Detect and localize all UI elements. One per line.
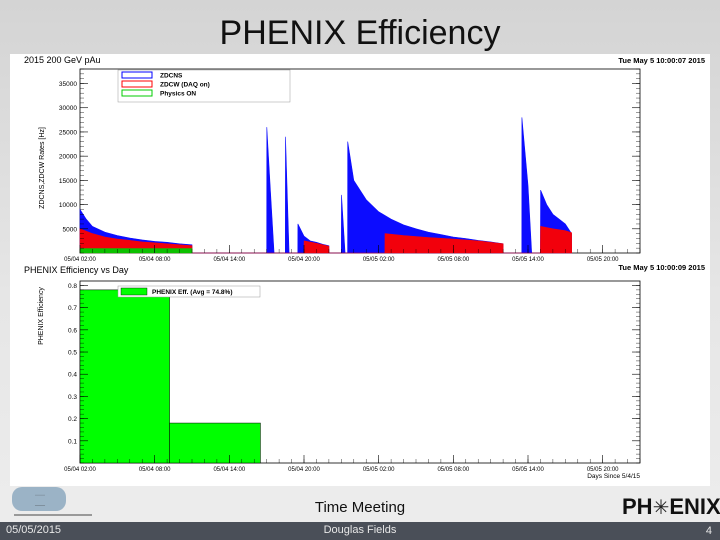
bottom-ytick-label: 0.2 — [68, 416, 77, 423]
top-y-axis: 5000 10000 15000 20000 25000 30000 35000 — [59, 68, 640, 254]
bottom-series-group — [79, 289, 261, 464]
top-legend-swatch-1 — [121, 80, 153, 88]
university-logo: ····· —— — [12, 487, 92, 516]
bottom-ytick-label: 0.3 — [68, 394, 77, 401]
top-xtick-label: 05/04 20:00 — [288, 257, 320, 263]
bottom-ytick-label: 0.5 — [68, 350, 77, 357]
efficiency-bar-1 — [169, 422, 261, 464]
slide-title: PHENIX Efficiency — [219, 14, 501, 52]
footer-date: 05/05/2015 — [6, 524, 62, 536]
top-legend-label-2: Physics ON — [160, 91, 196, 98]
top-xtick-label: 05/04 02:00 — [64, 257, 96, 263]
svg-text:·····: ····· — [35, 493, 45, 499]
bottom-y-axis-label: PHENIX Efficiency — [38, 287, 45, 345]
bottom-xtick-label: 05/05 08:00 — [437, 467, 469, 473]
meeting-name: Time Meeting — [314, 499, 406, 516]
bottom-legend-box — [117, 285, 261, 298]
bottom-ytick-label: 0.1 — [68, 438, 77, 445]
bottom-ytick-label: 0.6 — [68, 327, 77, 334]
top-legend-box — [117, 69, 291, 103]
bottom-legend-label: PHENIX Eff. (Avg = 74.8%) — [152, 289, 233, 296]
bottom-ytick-label: 0.4 — [68, 372, 77, 379]
top-legend-swatch-2 — [121, 89, 153, 97]
bottom-x-axis-label: Days Since 5/4/15 — [587, 473, 640, 480]
top-ytick-label: 15000 — [59, 178, 77, 185]
top-xtick-label: 05/04 08:00 — [139, 257, 171, 263]
efficiency-bar-0 — [79, 289, 170, 464]
bottom-legend: PHENIX Eff. (Avg = 74.8%) — [117, 285, 261, 298]
bottom-y-axis: 0.1 0.2 0.3 0.4 0.5 0.6 0.7 0.8 — [68, 283, 640, 464]
top-ytick-label: 5000 — [63, 226, 78, 233]
svg-text:——: —— — [34, 504, 46, 509]
top-series-physics-on — [79, 248, 193, 254]
bottom-xtick-label: 05/04 02:00 — [64, 467, 96, 473]
top-ytick-label: 25000 — [59, 129, 77, 136]
phenix-logo-left: PH — [622, 494, 653, 519]
top-xtick-label: 05/04 14:00 — [213, 257, 245, 263]
top-legend-label-1: ZDCW (DAQ on) — [160, 82, 210, 89]
top-panel-timestamp: Tue May 5 10:00:07 2015 — [618, 56, 705, 65]
top-ytick-label: 35000 — [59, 81, 77, 88]
bottom-xtick-label: 05/04 14:00 — [213, 467, 245, 473]
phenix-logo-right: ENIX — [669, 494, 720, 519]
top-ytick-label: 10000 — [59, 202, 77, 209]
bottom-xtick-label: 05/05 20:00 — [587, 467, 619, 473]
top-xtick-label: 05/05 14:00 — [512, 257, 544, 263]
top-legend-label-0: ZDCNS — [160, 73, 183, 80]
bottom-panel-title: PHENIX Efficiency vs Day — [24, 265, 129, 275]
bottom-ytick-label: 0.7 — [68, 305, 77, 312]
top-panel-title: 2015 200 GeV pAu — [24, 55, 101, 65]
bottom-xtick-label: 05/04 08:00 — [139, 467, 171, 473]
top-ytick-label: 20000 — [59, 154, 77, 161]
bottom-panel: PHENIX Efficiency vs Day Tue May 5 10:00… — [24, 263, 705, 480]
bottom-xtick-label: 05/05 02:00 — [363, 467, 395, 473]
bottom-ytick-label: 0.8 — [68, 283, 77, 290]
phenix-star-icon: ✳ — [652, 497, 670, 519]
phenix-logo: PH✳ENIX — [622, 494, 720, 520]
top-legend-swatch-0 — [121, 71, 153, 79]
top-legend: ZDCNS ZDCW (DAQ on) Physics ON — [117, 69, 291, 103]
top-x-axis: 05/04 02:00 05/04 08:00 05/04 14:00 05/04 2… — [64, 245, 641, 263]
bottom-legend-swatch — [120, 287, 148, 296]
top-panel: 2015 200 GeV pAu Tue May 5 10:00:07 2015… — [24, 55, 705, 263]
top-xtick-label: 05/05 08:00 — [437, 257, 469, 263]
bottom-xtick-label: 05/05 14:00 — [512, 467, 544, 473]
top-xtick-label: 05/05 02:00 — [363, 257, 395, 263]
footer-bar — [0, 522, 720, 540]
footer-author: Douglas Fields — [323, 524, 397, 536]
bottom-panel-timestamp: Tue May 5 10:00:09 2015 — [618, 263, 705, 272]
top-y-axis-label: ZDCNS,ZDCW Rates [Hz] — [39, 127, 46, 209]
top-xtick-label: 05/05 20:00 — [587, 257, 619, 263]
footer-page-number: 4 — [705, 525, 712, 537]
bottom-x-axis: 05/04 02:00 05/04 08:00 05/04 14:00 05/04 2… — [64, 455, 641, 473]
bottom-xtick-label: 05/04 20:00 — [288, 467, 320, 473]
top-ytick-label: 30000 — [59, 105, 77, 112]
